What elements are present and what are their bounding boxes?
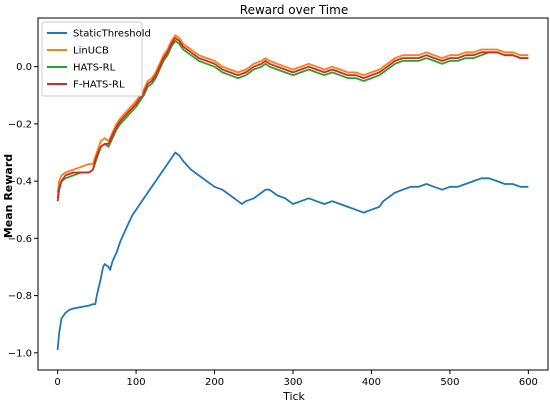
series-line-f-hats-rl [56, 37, 529, 202]
x-axis-ticks: 0 100 200 300 400 500 600 [54, 370, 538, 388]
x-tick-label: 100 [127, 377, 146, 388]
series-layer [56, 34, 529, 351]
y-axis-ticks: −1.0 −0.8 −0.6 −0.4 −0.2 0.0 [8, 62, 38, 359]
series-line-staticthreshold [56, 151, 529, 351]
x-tick-label: 300 [283, 377, 302, 388]
series-line-hats-rl [56, 40, 529, 199]
series-line-linucb [56, 34, 529, 193]
legend-box [41, 21, 143, 97]
legend-label: F-HATS-RL [73, 80, 125, 91]
x-tick-label: 500 [440, 377, 459, 388]
x-tick-label: 600 [519, 377, 538, 388]
x-axis-label: Tick [282, 390, 305, 403]
y-tick-label: −0.4 [8, 177, 32, 188]
legend-label: HATS-RL [73, 63, 116, 74]
y-tick-label: −0.8 [8, 291, 32, 302]
legend-label: StaticThreshold [73, 29, 151, 40]
y-tick-label: −1.0 [8, 348, 32, 359]
y-tick-label: 0.0 [16, 62, 32, 73]
x-tick-label: 400 [362, 377, 381, 388]
x-tick-label: 0 [54, 377, 60, 388]
y-axis-label: Mean Reward [2, 154, 15, 238]
legend: StaticThreshold LinUCB HATS-RL F-HATS-RL [41, 21, 151, 97]
legend-label: LinUCB [73, 46, 109, 57]
chart-title: Reward over Time [240, 3, 348, 17]
x-tick-label: 200 [205, 377, 224, 388]
y-tick-label: −0.6 [8, 234, 32, 245]
y-tick-label: −0.2 [8, 119, 32, 130]
